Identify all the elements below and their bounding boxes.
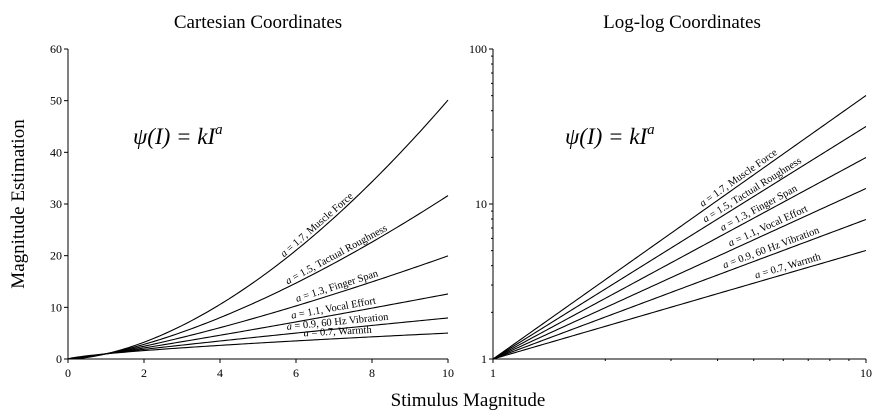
series-line	[67, 293, 449, 360]
formula-body: (I) = kI	[147, 124, 216, 149]
series-line	[67, 332, 449, 360]
chart-title-loglog: Log-log Coordinates	[603, 12, 761, 33]
x-tick-label: 10	[442, 366, 454, 380]
series-line	[67, 99, 449, 360]
formula-exponent: a	[215, 122, 223, 138]
formula-exponent: a	[647, 122, 655, 138]
y-tick-label: 40	[50, 145, 62, 159]
series-line	[492, 187, 867, 360]
series-line	[67, 255, 449, 360]
series-line	[67, 317, 449, 360]
x-tick-label: 2	[141, 366, 147, 380]
cartesian-curves	[67, 99, 449, 360]
cartesian-axes: 0 10 20 30 40 50 60 0 2 4 6 8 10	[50, 42, 454, 380]
series-line	[492, 126, 867, 360]
y-tick-label: 0	[56, 352, 62, 366]
loglog-curves	[492, 95, 867, 360]
formula-cartesian: ψ(I) = kIa	[133, 122, 223, 149]
series-line	[67, 195, 449, 360]
series-label-a: a	[286, 321, 295, 333]
series-line	[492, 95, 867, 360]
x-axis-title: Stimulus Magnitude	[391, 390, 546, 411]
formula-psi: ψ	[133, 124, 148, 149]
formula-psi: ψ	[565, 124, 580, 149]
y-axis-title: Magnitude Estimation	[8, 119, 29, 289]
y-tick-label: 20	[50, 249, 62, 263]
series-label-a: a	[290, 309, 300, 321]
x-tick-label: 4	[217, 366, 223, 380]
y-tick-label: 60	[50, 42, 62, 56]
formula-body: (I) = kI	[579, 124, 648, 149]
x-tick-label: 6	[293, 366, 299, 380]
y-tick-label: 30	[50, 197, 62, 211]
series-line	[492, 157, 867, 360]
series-line	[492, 218, 867, 360]
y-tick-label: 1	[481, 352, 487, 366]
series-label-a: a	[294, 292, 305, 305]
y-tick-label: 100	[469, 42, 487, 56]
series-label-a: a	[303, 328, 311, 339]
loglog-axes: 1 10 100 1 10	[469, 42, 872, 380]
y-tick-label: 50	[50, 94, 62, 108]
x-tick-label: 8	[369, 366, 375, 380]
series-line	[492, 249, 867, 360]
chart-title-cartesian: Cartesian Coordinates	[174, 12, 342, 33]
series-label-a: a	[727, 236, 739, 249]
series-label-a: a	[721, 258, 732, 271]
x-tick-label: 0	[65, 366, 71, 380]
series-label-text: = 0.7, Warmth	[311, 325, 373, 339]
series-label: a = 0.7, Warmth	[303, 325, 372, 340]
y-tick-label: 10	[50, 300, 62, 314]
formula-loglog: ψ(I) = kIa	[565, 122, 655, 149]
y-tick-label: 10	[475, 197, 487, 211]
x-tick-label: 10	[860, 366, 872, 380]
cartesian-panel: Cartesian Coordinates 0 10 20 30 40 50 60 0 2 4 6 8…	[50, 12, 454, 380]
x-tick-label: 1	[490, 366, 496, 380]
series-label-a: a	[754, 269, 765, 282]
